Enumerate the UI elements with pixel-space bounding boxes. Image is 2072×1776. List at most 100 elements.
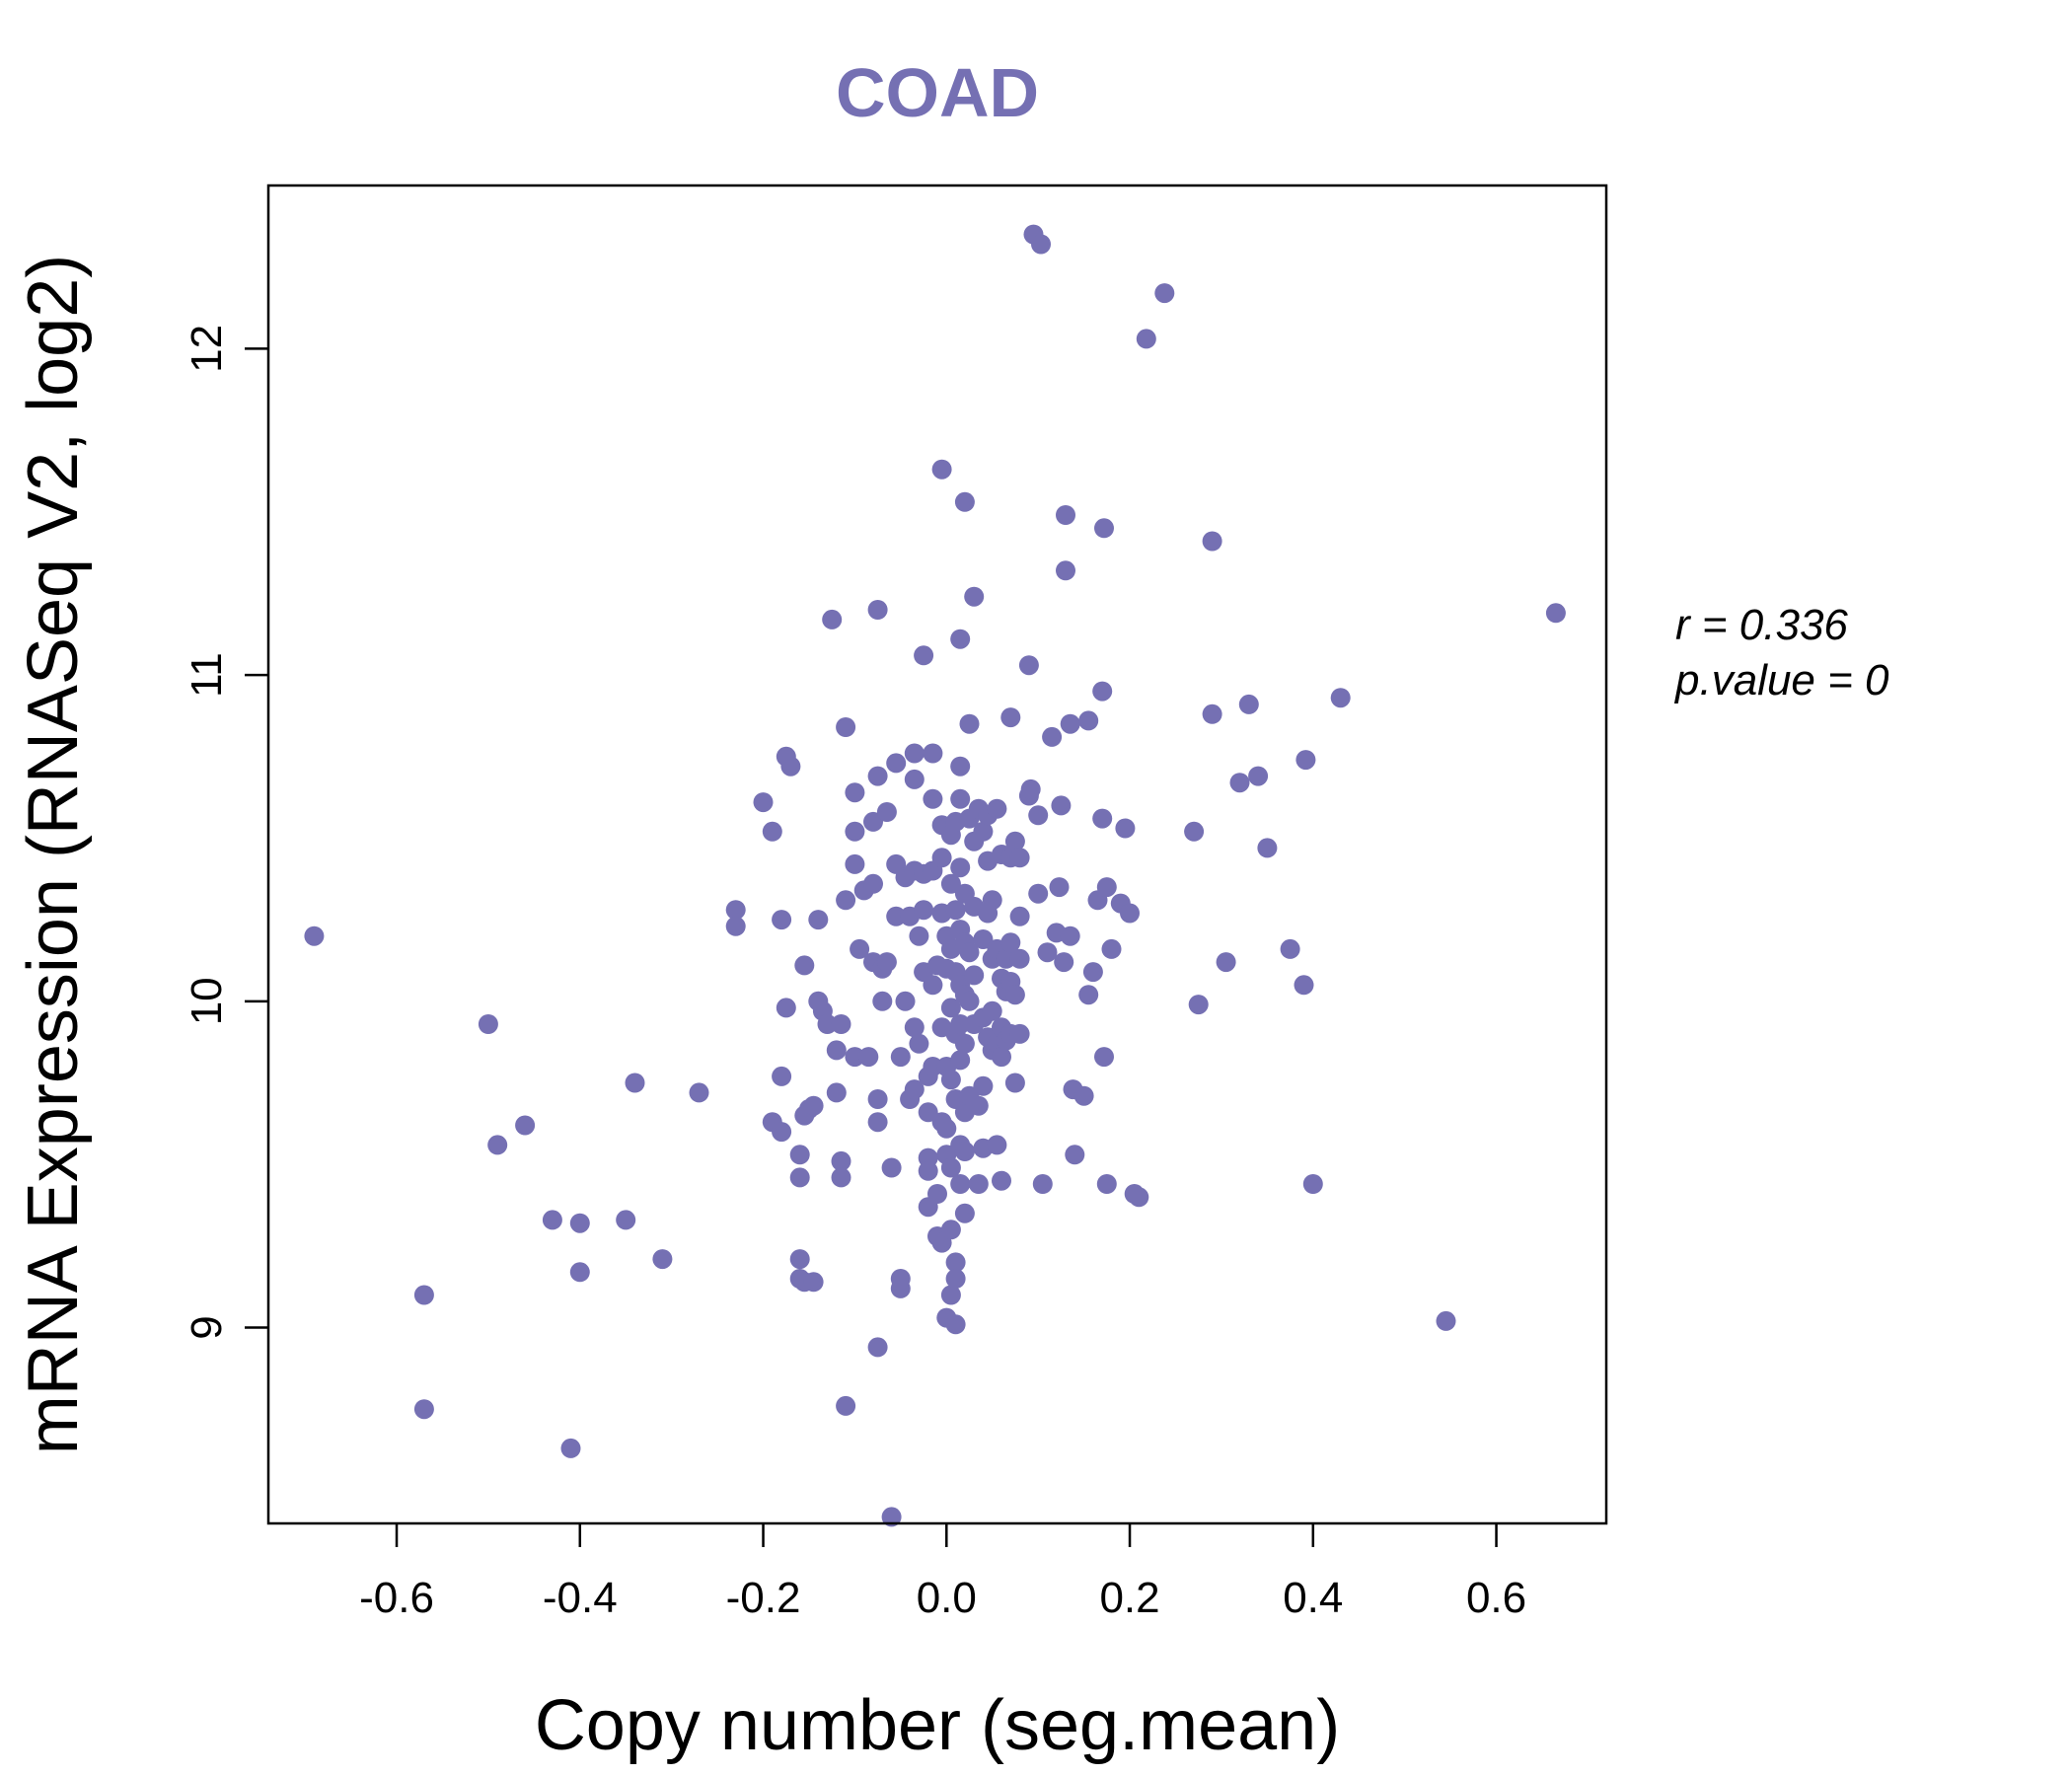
data-point <box>822 609 843 629</box>
data-point <box>413 1285 434 1305</box>
data-point <box>959 942 980 963</box>
data-point <box>950 629 971 649</box>
data-point <box>1000 932 1021 953</box>
data-point <box>689 1082 709 1103</box>
data-point <box>987 1135 1007 1155</box>
y-tick-label: 9 <box>183 1315 231 1339</box>
data-point <box>789 1167 810 1188</box>
data-point <box>954 491 975 512</box>
data-point <box>817 1014 838 1034</box>
data-point <box>950 1174 971 1194</box>
data-point <box>945 900 966 921</box>
data-point <box>1216 952 1236 973</box>
data-point <box>890 1047 911 1068</box>
x-tick-label: 0.4 <box>1283 1574 1343 1622</box>
data-point <box>1009 906 1030 926</box>
data-point <box>1009 948 1030 969</box>
data-point <box>1065 1145 1085 1165</box>
y-tick-label: 10 <box>183 977 231 1025</box>
y-axis: 9 10 11 12 <box>183 325 268 1340</box>
data-point <box>762 821 782 842</box>
data-point <box>1032 1174 1053 1194</box>
data-point <box>992 1047 1011 1068</box>
data-point <box>1280 938 1300 959</box>
data-point <box>803 1095 824 1116</box>
data-point <box>954 1203 975 1223</box>
data-point <box>304 925 325 946</box>
data-point <box>1004 985 1025 1005</box>
data-point <box>867 1337 888 1358</box>
data-point <box>772 910 792 930</box>
data-point <box>959 713 980 734</box>
data-point <box>867 1089 888 1109</box>
data-point <box>1056 505 1075 525</box>
data-point <box>1120 903 1140 924</box>
data-point <box>1184 821 1205 842</box>
x-axis: -0.6 -0.4 -0.2 0.0 0.2 0.4 0.6 <box>359 1523 1526 1622</box>
data-point <box>931 459 952 480</box>
data-point <box>1082 962 1103 983</box>
data-point <box>886 906 907 926</box>
data-point <box>413 1399 434 1420</box>
data-point <box>826 1040 847 1061</box>
data-point <box>968 1174 989 1194</box>
data-point <box>542 1210 562 1230</box>
data-point <box>992 1170 1011 1191</box>
data-points <box>304 224 1566 1527</box>
data-point <box>845 782 865 803</box>
data-point <box>487 1135 508 1155</box>
data-point <box>959 991 980 1011</box>
data-point <box>867 766 888 786</box>
data-point <box>1115 818 1136 839</box>
data-point <box>940 1285 961 1305</box>
x-tick-label: -0.2 <box>726 1574 801 1622</box>
data-point <box>1028 805 1049 826</box>
data-point <box>1078 985 1099 1005</box>
data-point <box>940 1070 961 1090</box>
data-point <box>753 792 774 813</box>
data-point <box>940 873 961 894</box>
data-point <box>560 1438 581 1458</box>
y-axis-title: mRNA Expression (RNASeq V2, log2) <box>14 255 93 1454</box>
x-tick-label: 0.2 <box>1099 1574 1159 1622</box>
data-point <box>725 900 746 921</box>
data-point <box>831 1014 851 1034</box>
data-point <box>973 1075 994 1096</box>
data-point <box>950 788 971 809</box>
data-point <box>904 1079 925 1100</box>
data-point <box>1202 531 1222 552</box>
data-point <box>876 802 897 822</box>
data-point <box>945 1314 966 1335</box>
data-point <box>867 1112 888 1133</box>
data-point <box>909 925 929 946</box>
x-axis-title: Copy number (seg.mean) <box>535 1686 1340 1765</box>
data-point <box>1018 655 1039 676</box>
data-point <box>1545 603 1566 624</box>
data-point <box>1436 1310 1456 1331</box>
data-point <box>1031 234 1051 255</box>
data-point <box>863 811 883 832</box>
data-point <box>940 1157 961 1178</box>
data-point <box>936 1118 957 1139</box>
y-tick-label: 12 <box>183 325 231 373</box>
data-point <box>954 1142 975 1161</box>
data-point <box>625 1073 645 1093</box>
data-point <box>940 1220 961 1240</box>
x-tick-label: 0.0 <box>917 1574 977 1622</box>
data-point <box>1028 883 1049 904</box>
data-point <box>1056 560 1075 581</box>
data-point <box>867 600 888 620</box>
chart-title: COAD <box>836 54 1039 131</box>
data-point <box>1101 938 1122 959</box>
data-point <box>776 998 796 1018</box>
data-point <box>1129 1187 1149 1208</box>
data-point <box>1294 975 1314 996</box>
data-point <box>1054 952 1074 973</box>
data-point <box>845 853 865 874</box>
data-point <box>931 848 952 868</box>
data-point <box>950 1014 971 1034</box>
data-point <box>950 1050 971 1071</box>
data-point <box>1202 703 1222 724</box>
data-point <box>1096 877 1117 898</box>
data-point <box>1060 713 1080 734</box>
